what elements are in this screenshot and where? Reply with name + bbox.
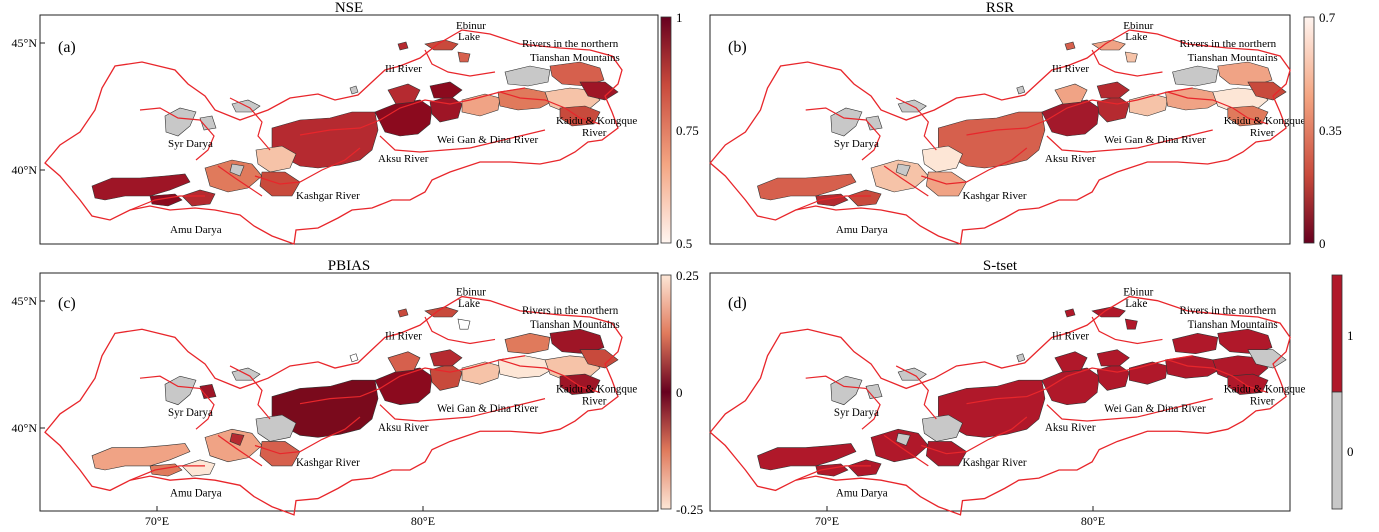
label-kashgar: Kashgar River [962, 190, 1026, 202]
label-aksu: Aksu River [1045, 153, 1096, 165]
label-syr: Syr Darya [834, 138, 879, 150]
label-syr: Syr Darya [834, 407, 879, 419]
colorbar-tick: -0.25 [676, 502, 703, 517]
colorbar-tick: 0 [1319, 236, 1326, 251]
label-ili: Ili River [1052, 330, 1089, 342]
label-northern: Rivers in the northern [522, 38, 619, 50]
lat-label-45: 45°N [12, 36, 38, 50]
label-kashgar: Kashgar River [296, 190, 360, 202]
panel-title: PBIAS [328, 258, 371, 274]
panel-stest: Ebinur Lake Rivers in the northern Tians… [709, 258, 1354, 528]
lon-label-70: 70°E [815, 514, 839, 527]
label-northern: Rivers in the northern [522, 305, 619, 317]
basin-shape [457, 51, 471, 63]
label-kaidu-river: River [582, 396, 607, 408]
label-weigan: Wei Gan & Dina River [1104, 403, 1206, 415]
panel-rsr: Ebinur Lake Rivers in the northern Tians… [709, 0, 1342, 251]
panel-title: RSR [986, 0, 1014, 16]
label-kaidu: Kaidu & Kongque [556, 115, 637, 127]
label-tianshan: Tianshan Mountains [1188, 319, 1278, 331]
colorbar-tick: 0.5 [676, 236, 692, 251]
colorbar-nse: 1 0.75 0.5 [660, 10, 699, 251]
label-kaidu: Kaidu & Kongque [1224, 383, 1306, 395]
label-ebinur: Ebinur [456, 20, 486, 32]
colorbar-pbias: 0.25 0 -0.25 [660, 268, 703, 517]
label-amu: Amu Darya [170, 487, 222, 499]
colorbar-tick: 1 [676, 10, 683, 25]
label-kaidu-river: River [1250, 396, 1275, 408]
colorbar-stest: 1 0 [1331, 274, 1354, 510]
label-lake: Lake [1125, 298, 1147, 310]
colorbar-tick: 0.7 [1319, 10, 1336, 25]
colorbar-tick: 0.25 [676, 268, 699, 283]
label-amu: Amu Darya [836, 487, 888, 499]
label-lake: Lake [458, 31, 480, 43]
panel-tag: (d) [728, 295, 747, 312]
lon-label-80: 80°E [1081, 514, 1105, 527]
label-tianshan: Tianshan Mountains [1188, 52, 1278, 64]
colorbar-rsr: 0.7 0.35 0 [1303, 10, 1342, 251]
lat-label-40: 40°N [12, 421, 38, 435]
label-aksu: Aksu River [1045, 422, 1096, 434]
label-kaidu-river: River [582, 127, 607, 139]
label-kashgar: Kashgar River [296, 457, 360, 469]
panel-title: S-tset [983, 258, 1018, 274]
label-lake: Lake [1125, 31, 1147, 43]
label-ili: Ili River [1052, 63, 1089, 75]
label-aksu: Aksu River [378, 153, 429, 165]
label-tianshan: Tianshan Mountains [530, 52, 620, 64]
panel-tag: (c) [58, 295, 76, 312]
panel-tag: (a) [58, 39, 76, 56]
label-weigan: Wei Gan & Dina River [437, 403, 538, 415]
label-northern: Rivers in the northern [1180, 305, 1277, 317]
label-kaidu: Kaidu & Kongque [556, 383, 637, 395]
colorbar-tick: 1 [1347, 328, 1354, 343]
label-tianshan: Tianshan Mountains [530, 319, 620, 331]
label-amu: Amu Darya [170, 224, 222, 236]
colorbar-tick: 0 [1347, 444, 1354, 459]
label-aksu: Aksu River [378, 422, 429, 434]
panel-tag: (b) [728, 39, 747, 56]
label-ili: Ili River [385, 330, 422, 342]
lon-label-70: 70°E [145, 514, 169, 527]
label-lake: Lake [458, 298, 480, 310]
label-kaidu: Kaidu & Kongque [1224, 115, 1306, 127]
lat-label-40: 40°N [12, 163, 38, 177]
label-ebinur: Ebinur [1123, 287, 1153, 299]
colorbar-tick: 0.35 [1319, 123, 1342, 138]
label-amu: Amu Darya [836, 224, 888, 236]
label-kashgar: Kashgar River [962, 457, 1026, 469]
panel-title: NSE [335, 0, 363, 16]
lat-label-45: 45°N [12, 294, 38, 308]
label-syr: Syr Darya [168, 138, 213, 150]
colorbar-tick: 0.75 [676, 123, 699, 138]
label-kaidu-river: River [1250, 127, 1275, 139]
panel-pbias: Ebinur Lake Rivers in the northern Tians… [12, 258, 704, 528]
label-ili: Ili River [385, 63, 422, 75]
panel-nse: Ebinur Lake Rivers in the northern Tians… [12, 0, 699, 251]
colorbar-tick: 0 [676, 385, 683, 400]
label-ebinur: Ebinur [456, 286, 486, 298]
label-weigan: Wei Gan & Dina River [437, 134, 538, 146]
label-ebinur: Ebinur [1123, 20, 1153, 32]
label-weigan: Wei Gan & Dina River [1104, 134, 1206, 146]
label-northern: Rivers in the northern [1180, 38, 1277, 50]
lon-label-80: 80°E [411, 514, 435, 527]
label-syr: Syr Darya [168, 407, 213, 419]
